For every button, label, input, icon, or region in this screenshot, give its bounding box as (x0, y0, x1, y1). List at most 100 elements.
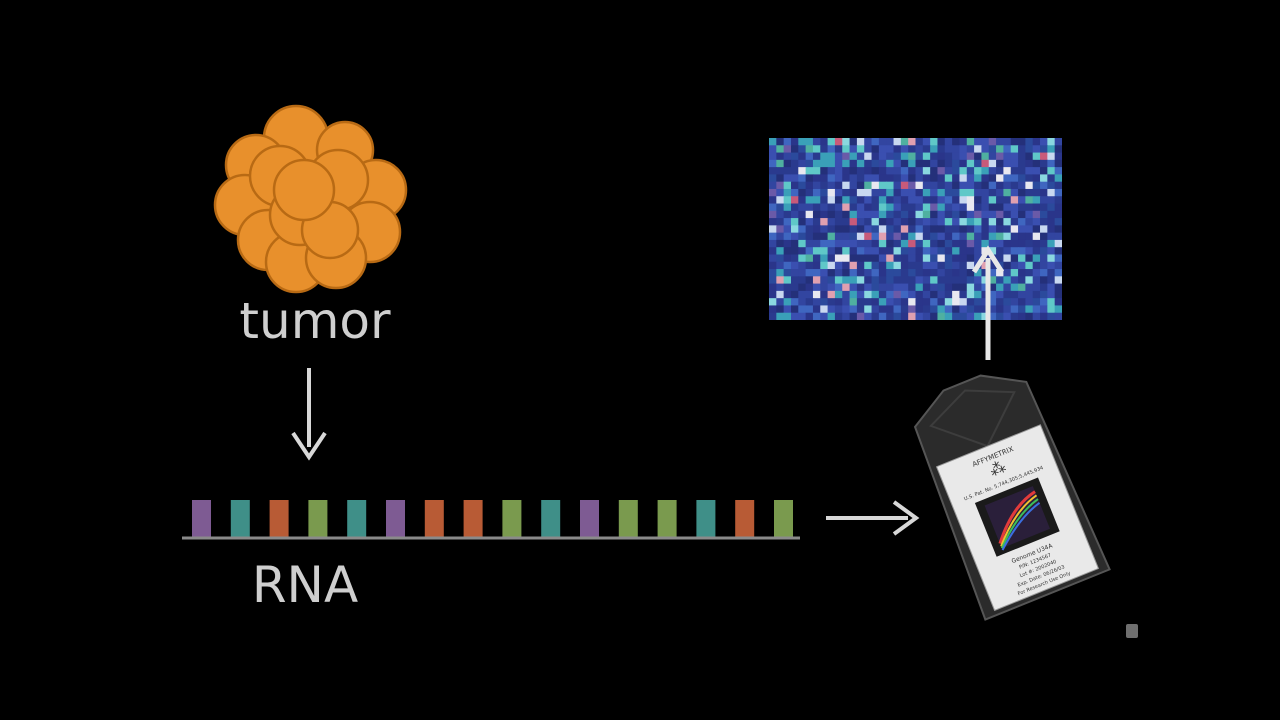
heatmap-cell (944, 261, 953, 270)
heatmap-cell (1018, 145, 1026, 154)
heatmap-cell (959, 290, 968, 299)
heatmap-cell (988, 196, 997, 205)
heatmap-cell (790, 203, 799, 212)
heatmap-cell (1025, 312, 1034, 320)
heatmap-cell (1054, 254, 1062, 263)
rna-nucleotide-bar (308, 500, 328, 538)
heatmap-cell (930, 203, 939, 212)
heatmap-cell (996, 167, 1004, 175)
heatmap-cell (1040, 181, 1048, 190)
heatmap-cell (915, 239, 924, 248)
heatmap-cell (842, 269, 851, 277)
heatmap-cell (908, 181, 917, 190)
heatmap-cell (988, 225, 997, 234)
heatmap-cell (798, 181, 807, 190)
heatmap-cell (1003, 210, 1012, 219)
heatmap-cell (834, 196, 843, 205)
heatmap-cell (878, 210, 887, 219)
heatmap-cell (1003, 239, 1012, 248)
heatmap-cell (1040, 218, 1048, 226)
heatmap-cell (849, 232, 858, 241)
heatmap-cell (798, 276, 807, 285)
heatmap-cell (827, 225, 836, 234)
heatmap-cell (856, 283, 865, 292)
heatmap-cell (798, 159, 807, 168)
heatmap-cell (1032, 138, 1041, 146)
heatmap-cell (798, 261, 807, 270)
heatmap-cell (952, 138, 961, 146)
rna-nucleotide-bar (657, 500, 677, 538)
heatmap-cell (974, 305, 983, 314)
heatmap-cell (1025, 254, 1034, 263)
heatmap-cell (1003, 276, 1012, 285)
heatmap-cell (827, 276, 836, 285)
heatmap-cell (922, 261, 931, 270)
heatmap-cell (812, 210, 821, 219)
heatmap-cell (908, 196, 917, 205)
heatmap-cell (790, 181, 799, 190)
heatmap-cell (820, 210, 829, 219)
heatmap-cell (1003, 232, 1012, 241)
heatmap-cell (974, 290, 983, 299)
heatmap-cell (776, 210, 785, 219)
heatmap-cell (908, 188, 917, 197)
heatmap-cell (893, 203, 902, 212)
heatmap-cell (915, 159, 924, 168)
heatmap-cell (988, 174, 997, 183)
heatmap-cell (1032, 290, 1041, 299)
heatmap-cell (776, 159, 785, 168)
heatmap-cell (1018, 239, 1026, 248)
heatmap-cell (959, 225, 968, 234)
heatmap-cell (908, 298, 917, 307)
heatmap-cell (959, 167, 968, 175)
heatmap-cell (900, 261, 909, 270)
heatmap-cell (988, 290, 997, 299)
heatmap-cell (783, 305, 792, 314)
heatmap-cell (1025, 239, 1034, 248)
heatmap-cell (790, 247, 799, 256)
heatmap-cell (937, 203, 946, 212)
heatmap-cell (812, 188, 821, 197)
tumor-cell (272, 158, 336, 222)
heatmap-cell (805, 138, 814, 146)
heatmap-cell (842, 210, 851, 219)
heatmap-cell (798, 305, 807, 314)
heatmap-cell (900, 188, 909, 197)
heatmap-cell (974, 188, 983, 197)
heatmap-cell (996, 210, 1004, 219)
heatmap-cell (805, 269, 814, 277)
heatmap-cell (1018, 181, 1026, 190)
heatmap-cell (937, 210, 946, 219)
heatmap-cell (981, 196, 990, 205)
heatmap-cell (952, 167, 961, 175)
heatmap-cell (922, 218, 931, 226)
heatmap-cell (996, 239, 1004, 248)
heatmap-cell (827, 312, 836, 320)
heatmap-cell (1047, 218, 1056, 226)
heatmap-cell (959, 261, 968, 270)
heatmap-cell (1018, 218, 1026, 226)
svg-text:⁂: ⁂ (987, 457, 1009, 481)
heatmap-cell (959, 269, 968, 277)
heatmap-cell (856, 218, 865, 226)
heatmap-cell (1025, 298, 1034, 307)
heatmap-cell (959, 188, 968, 197)
heatmap-cell (981, 138, 990, 146)
heatmap-cell (812, 159, 821, 168)
heatmap-cell (856, 159, 865, 168)
heatmap-cell (805, 312, 814, 320)
heatmap-cell (849, 305, 858, 314)
heatmap-cell (842, 167, 851, 175)
heatmap-cell (893, 188, 902, 197)
heatmap-cell (856, 290, 865, 299)
heatmap-cell (1047, 305, 1056, 314)
heatmap-cell (915, 232, 924, 241)
heatmap-cell (900, 138, 909, 146)
heatmap-cell (1047, 203, 1056, 212)
heatmap-cell (790, 188, 799, 197)
heatmap-cell (1047, 261, 1056, 270)
heatmap-cell (1018, 290, 1026, 299)
heatmap-cell (776, 218, 785, 226)
heatmap-cell (886, 188, 895, 197)
